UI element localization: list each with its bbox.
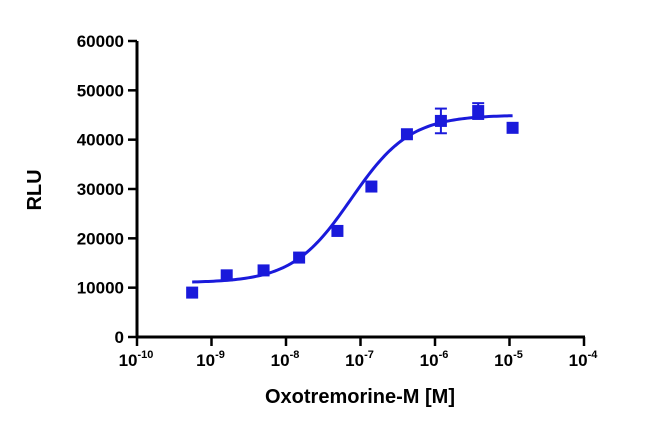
- x-axis: 10-10 10-9 10-8 10-7 10-6 10-5 10-4: [119, 335, 599, 370]
- y-ticks: 0 10000 20000 30000 40000 50000 60000: [77, 32, 137, 347]
- y-tick-label: 50000: [77, 81, 124, 100]
- data-points: [186, 102, 519, 299]
- data-point: [186, 286, 199, 299]
- data-point: [220, 269, 233, 282]
- y-tick-label: 10000: [77, 279, 124, 298]
- y-axis: 0 10000 20000 30000 40000 50000 60000: [77, 32, 139, 347]
- x-tick-label: 10-8: [271, 349, 300, 370]
- data-point: [506, 121, 519, 134]
- data-point: [365, 180, 378, 193]
- x-tick-label: 10-7: [345, 349, 374, 370]
- y-axis-title: RLU: [24, 169, 46, 210]
- data-point: [472, 105, 485, 118]
- y-tick-label: 60000: [77, 32, 124, 51]
- x-tick-label: 10-6: [420, 349, 449, 370]
- data-point: [434, 114, 447, 127]
- x-tick-label: 10-10: [119, 349, 154, 370]
- x-ticks: 10-10 10-9 10-8 10-7 10-6 10-5 10-4: [119, 337, 599, 370]
- x-tick-label: 10-5: [494, 349, 523, 370]
- y-tick-label: 40000: [77, 131, 124, 150]
- x-tick-label: 10-9: [196, 349, 225, 370]
- data-point: [257, 264, 270, 277]
- y-tick-label: 0: [115, 328, 124, 347]
- data-point: [331, 224, 344, 237]
- data-point: [293, 251, 306, 264]
- data-point: [400, 128, 413, 141]
- y-tick-label: 20000: [77, 229, 124, 248]
- x-axis-title: Oxotremorine-M [M]: [265, 386, 455, 408]
- x-tick-label: 10-4: [569, 349, 599, 370]
- fit-curve: [192, 114, 513, 284]
- y-tick-label: 30000: [77, 180, 124, 199]
